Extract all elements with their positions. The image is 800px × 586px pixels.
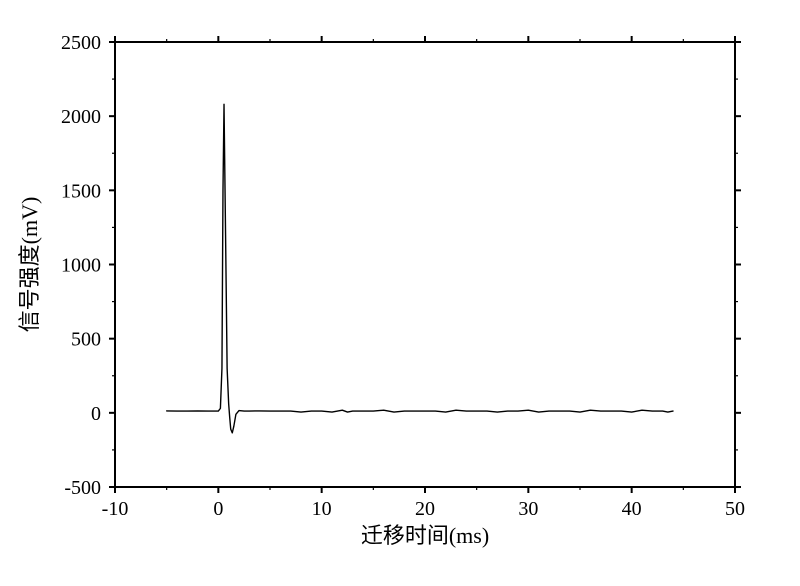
y-tick-label: 1000 <box>61 255 101 277</box>
x-tick-label: 10 <box>312 498 332 520</box>
x-tick-label: 40 <box>622 498 642 520</box>
y-tick-label: 2000 <box>61 106 101 128</box>
x-tick-label: 20 <box>415 498 435 520</box>
x-tick-label: 50 <box>725 498 745 520</box>
y-tick-label: -500 <box>64 477 101 499</box>
x-tick-label: 30 <box>518 498 538 520</box>
x-tick-label: -10 <box>102 498 129 520</box>
x-tick-label: 0 <box>213 498 223 520</box>
x-axis-label: 迁移时间(ms) <box>361 523 489 548</box>
y-tick-label: 500 <box>71 329 101 351</box>
y-tick-label: 0 <box>91 403 101 425</box>
y-tick-label: 1500 <box>61 180 101 202</box>
y-tick-label: 2500 <box>61 32 101 54</box>
signal-vs-time-chart: -10 0 10 20 30 40 50 -500 0 500 1000 1500 2000 2500 迁移… <box>0 0 800 586</box>
y-axis-label: 信号强度(mV) <box>17 197 42 333</box>
